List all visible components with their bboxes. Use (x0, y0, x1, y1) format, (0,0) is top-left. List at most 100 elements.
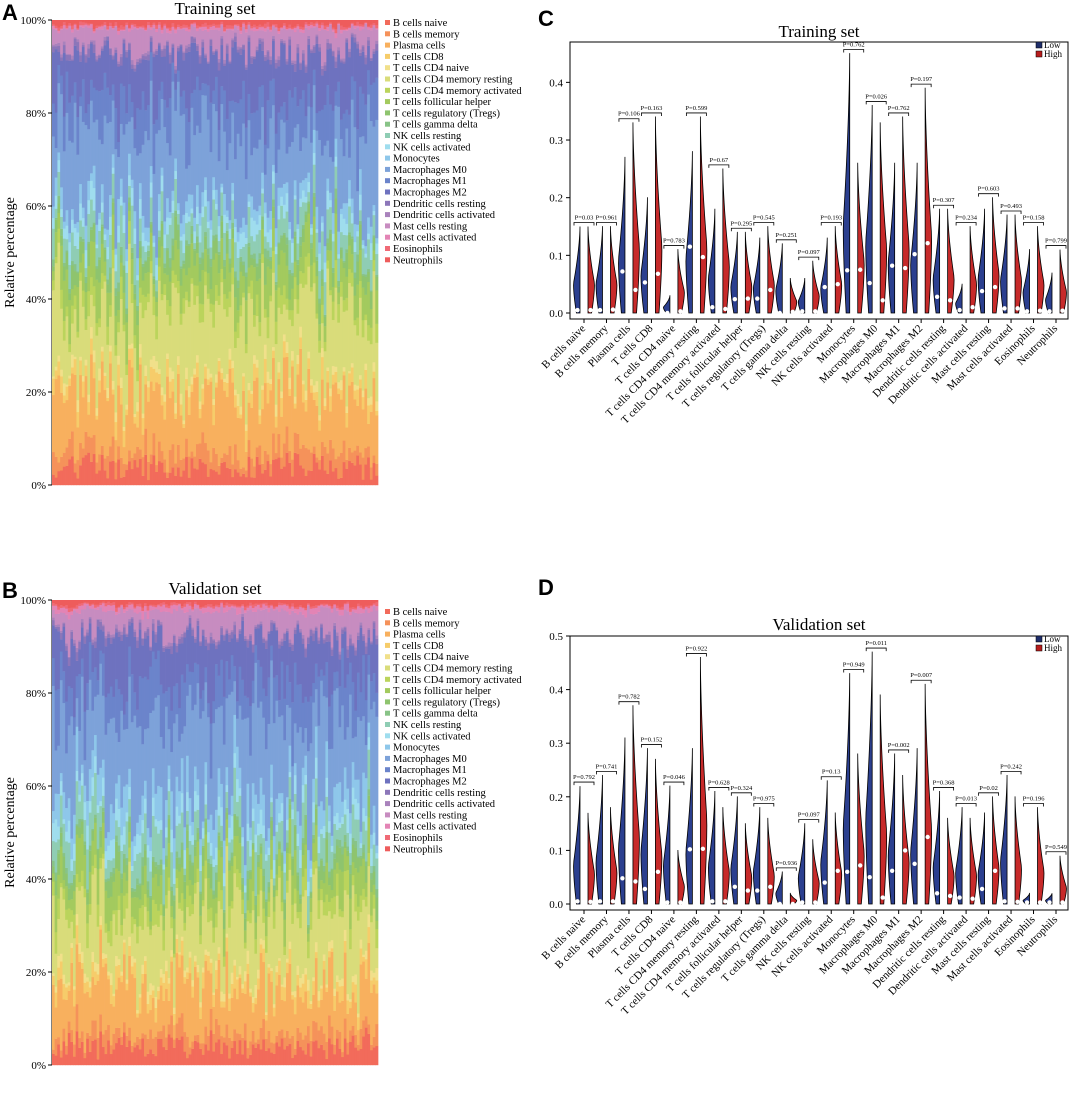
bar-segment (267, 967, 271, 974)
bar-segment (84, 455, 88, 486)
bar-segment (342, 156, 346, 204)
bar-segment (138, 726, 142, 815)
bar-segment (367, 27, 371, 30)
bar-segment (320, 323, 325, 349)
bar-segment (188, 825, 192, 841)
bar-segment (255, 20, 259, 27)
bar-segment (147, 381, 151, 388)
bar-segment (288, 90, 292, 147)
bar-segment (52, 290, 56, 377)
bar-segment (312, 702, 316, 779)
bar-segment (146, 1038, 150, 1054)
bar-segment (250, 26, 254, 29)
bar-segment (296, 614, 300, 621)
bar-segment (83, 855, 87, 889)
bar-segment (171, 43, 175, 45)
bar-segment (280, 999, 284, 1030)
bar-segment (174, 89, 178, 111)
bar-segment (78, 730, 82, 781)
bar-segment (183, 1051, 187, 1066)
bar-segment (267, 1030, 271, 1049)
bar-segment (315, 206, 319, 230)
bar-segment (258, 30, 262, 39)
bar-segment (103, 20, 107, 23)
bar-segment (62, 792, 66, 820)
bar-segment (270, 764, 274, 798)
bar-segment (141, 866, 145, 886)
bar-segment (111, 202, 115, 215)
bar-segment (183, 849, 187, 869)
bar-segment (144, 251, 148, 261)
bar-segment (317, 725, 321, 807)
bar-segment (125, 979, 129, 984)
bar-segment (217, 600, 221, 606)
legend-swatch (385, 99, 390, 105)
bar-segment (128, 798, 132, 817)
bar-segment (78, 605, 82, 614)
bar-segment (320, 680, 324, 802)
bar-segment (65, 753, 69, 809)
bar-segment (312, 600, 316, 607)
bar-segment (199, 1043, 203, 1049)
bar-segment (138, 606, 142, 613)
bar-segment (83, 1057, 87, 1066)
bar-segment (241, 891, 245, 900)
bar-segment (187, 165, 191, 195)
bar-segment (152, 284, 156, 297)
bar-segment (157, 885, 161, 911)
bar-segment (60, 245, 64, 290)
bar-segment (318, 340, 322, 353)
bar-segment (291, 801, 295, 810)
bar-segment (367, 268, 371, 273)
bar-segment (163, 25, 167, 29)
bar-segment (204, 249, 208, 272)
bar-segment (178, 707, 182, 742)
bar-segment (92, 20, 96, 30)
bar-segment (255, 367, 259, 378)
bar-segment (92, 40, 96, 45)
bar-segment (201, 47, 205, 84)
bar-segment (320, 624, 324, 628)
bar-segment (372, 20, 376, 24)
bar-segment (364, 276, 368, 295)
bar-segment (104, 1053, 108, 1066)
bar-segment (261, 27, 265, 31)
bar-segment (225, 373, 229, 383)
bar-segment (277, 457, 281, 486)
bar-segment (246, 610, 250, 640)
bar-segment (255, 26, 259, 30)
bar-segment (356, 236, 360, 255)
bar-segment (233, 988, 237, 1030)
bar-segment (217, 58, 221, 63)
bar-segment (220, 457, 224, 463)
bar-segment (304, 727, 308, 756)
bar-segment (167, 890, 171, 979)
bar-segment (52, 378, 56, 396)
bar-segment (120, 873, 124, 879)
bar-segment (144, 906, 147, 957)
bar-segment (176, 29, 181, 47)
bar-segment (157, 90, 162, 131)
bar-segment (182, 20, 186, 25)
bar-segment (104, 890, 108, 924)
bar-segment (166, 274, 170, 301)
bar-segment (238, 613, 242, 629)
bar-segment (149, 712, 153, 838)
bar-segment (109, 48, 113, 55)
bar-segment (128, 816, 132, 823)
bar-segment (152, 53, 156, 58)
bar-segment (239, 248, 243, 257)
bar-segment (117, 1037, 121, 1066)
bar-segment (299, 898, 303, 904)
bar-segment (236, 600, 240, 606)
bar-segment (152, 296, 156, 316)
bar-segment (288, 606, 292, 609)
bar-segment (100, 89, 104, 145)
bar-segment (320, 606, 324, 624)
bar-segment (223, 26, 227, 32)
bar-segment (106, 229, 110, 248)
bar-segment (236, 614, 240, 638)
bar-segment (125, 908, 129, 980)
bar-segment (282, 40, 286, 43)
bar-segment (163, 20, 167, 24)
